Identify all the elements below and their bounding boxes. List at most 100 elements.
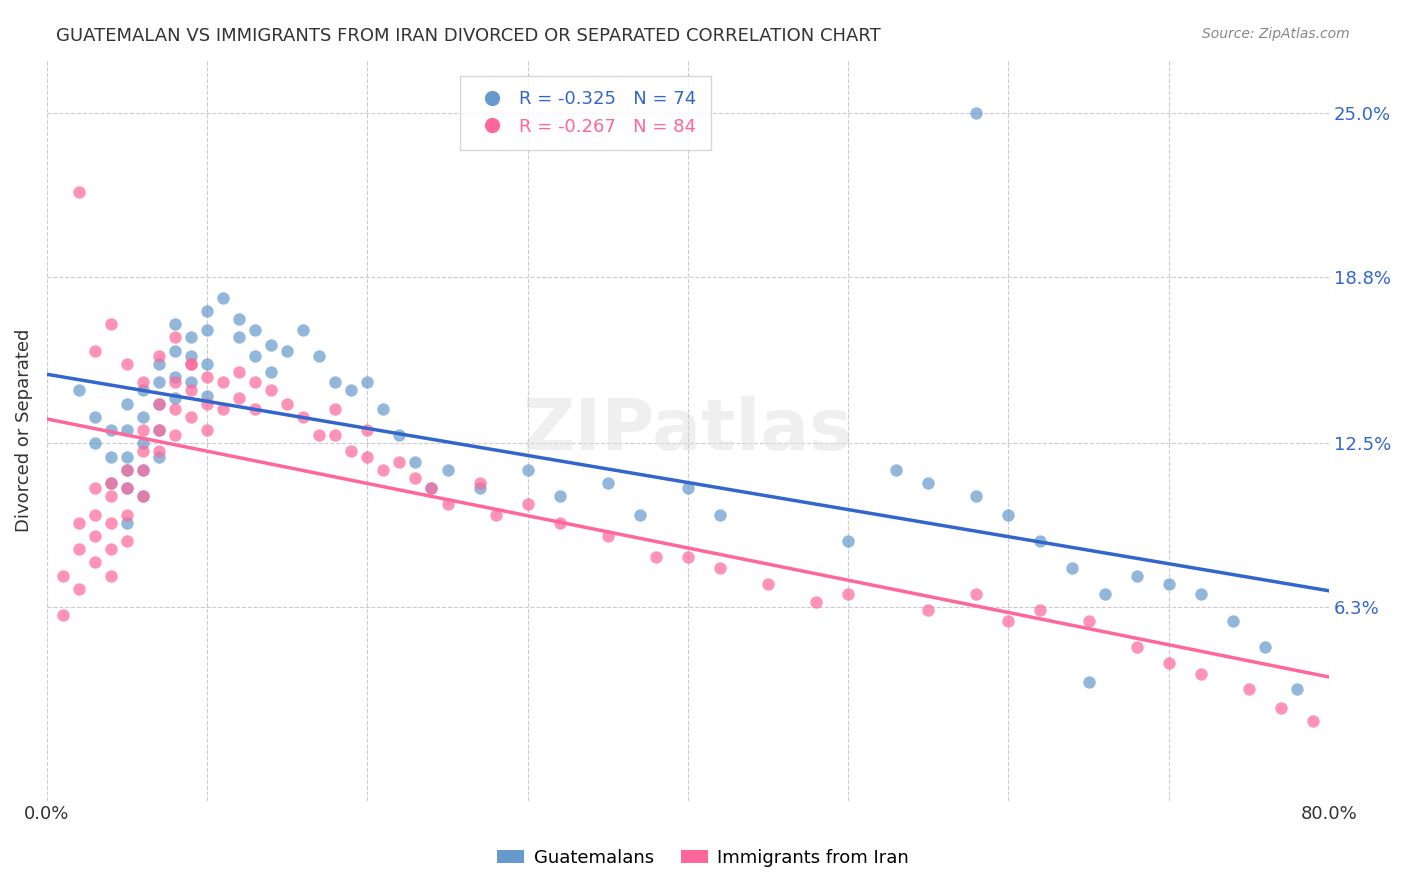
Point [84,343,107,358]
Point [148,349,170,363]
Point [436,463,458,477]
Point [165,401,187,416]
Point [228,392,250,406]
Point [804,595,827,609]
Point [1157,576,1180,591]
Point [195,389,218,403]
Point [115,481,138,495]
Point [245,401,267,416]
Point [84,508,107,522]
Point [165,370,187,384]
Point [165,318,187,332]
Text: ZIPatlas: ZIPatlas [523,396,853,465]
Point [292,322,315,336]
Point [180,330,202,344]
Point [1189,587,1212,601]
Point [132,463,155,477]
Point [245,349,267,363]
Point [340,444,363,458]
Point [180,349,202,363]
Point [1189,666,1212,681]
Point [100,489,122,503]
Point [628,508,651,522]
Point [165,330,187,344]
Legend: R = -0.325   N = 74, R = -0.267   N = 84: R = -0.325 N = 74, R = -0.267 N = 84 [460,76,711,150]
Point [1285,682,1308,697]
Point [596,476,619,491]
Point [516,463,538,477]
Point [548,516,571,530]
Point [997,614,1019,628]
Point [884,463,907,477]
Point [132,489,155,503]
Point [596,529,619,543]
Point [67,516,90,530]
Point [100,318,122,332]
Point [276,397,298,411]
Point [52,568,75,582]
Point [965,105,987,120]
Point [132,463,155,477]
Point [404,455,426,469]
Point [340,384,363,398]
Point [115,508,138,522]
Text: Source: ZipAtlas.com: Source: ZipAtlas.com [1202,27,1350,41]
Point [468,481,491,495]
Point [212,376,235,390]
Point [404,471,426,485]
Point [308,349,330,363]
Point [356,376,378,390]
Point [115,481,138,495]
Point [100,542,122,557]
Point [195,304,218,318]
Point [100,450,122,464]
Point [148,376,170,390]
Point [709,508,731,522]
Point [1029,603,1052,617]
Point [260,338,283,352]
Point [260,384,283,398]
Point [148,444,170,458]
Point [132,489,155,503]
Point [709,560,731,574]
Point [245,322,267,336]
Point [676,481,699,495]
Point [115,450,138,464]
Point [148,357,170,371]
Point [195,397,218,411]
Point [1237,682,1260,697]
Point [228,312,250,326]
Point [917,603,939,617]
Point [84,481,107,495]
Point [388,428,411,442]
Point [420,481,443,495]
Point [676,550,699,565]
Point [67,185,90,199]
Point [180,357,202,371]
Point [132,409,155,424]
Point [84,436,107,450]
Point [84,529,107,543]
Point [965,587,987,601]
Point [67,582,90,596]
Point [420,481,443,495]
Point [644,550,666,565]
Point [100,423,122,437]
Point [325,428,347,442]
Point [165,376,187,390]
Point [1029,534,1052,549]
Point [1254,640,1277,654]
Point [52,608,75,623]
Point [1125,568,1147,582]
Point [965,489,987,503]
Point [84,556,107,570]
Point [917,476,939,491]
Point [325,376,347,390]
Point [115,423,138,437]
Point [260,365,283,379]
Point [997,508,1019,522]
Point [148,450,170,464]
Point [548,489,571,503]
Point [388,455,411,469]
Point [373,463,395,477]
